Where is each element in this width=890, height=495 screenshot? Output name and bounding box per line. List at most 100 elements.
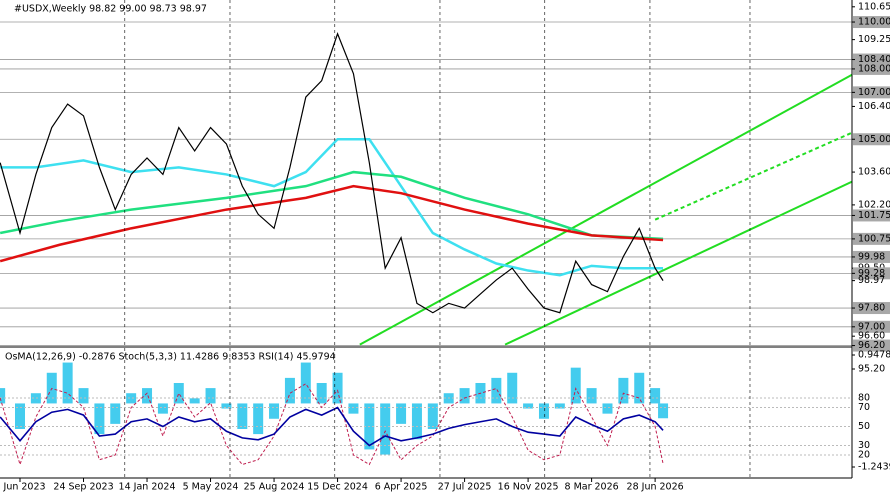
osma-bar [427, 403, 438, 429]
osma-tick-label: 0.9478 [858, 350, 890, 361]
osma-bar [650, 388, 661, 404]
channel-line [654, 131, 852, 221]
osma-bar [396, 403, 407, 424]
osma-bar [15, 403, 26, 429]
osma-bar [30, 393, 41, 404]
main-panel [0, 21, 852, 346]
osma-bar [348, 403, 359, 414]
level-label-bg [853, 16, 890, 29]
moving-average [0, 138, 664, 277]
level-label-bg [853, 339, 890, 352]
osma-bar [538, 403, 549, 419]
osma-bar [634, 372, 645, 404]
osma-bar [332, 372, 343, 404]
osma-bar [237, 403, 248, 429]
y-tick-label: 110.00 [858, 17, 890, 28]
level-label-bg [853, 133, 890, 146]
x-tick-label: 28 Jun 2026 [627, 482, 684, 493]
level-label-bg [853, 232, 890, 245]
osma-bar [491, 377, 502, 404]
level-label-bg [853, 209, 890, 222]
oscillator-tick-label: 30 [858, 440, 870, 451]
y-tick-label: 108.00 [858, 63, 890, 74]
level-label-bg [853, 62, 890, 75]
level-label-bg [853, 302, 890, 315]
osma-bar [110, 403, 121, 424]
price-line [0, 32, 664, 314]
y-tick-label: 99.98 [858, 251, 885, 262]
y-tick-label: 101.75 [858, 210, 890, 221]
level-label-bg [853, 53, 890, 66]
osma-tick-label: -1.2439 [858, 462, 890, 473]
y-tick-label: 99.28 [858, 268, 885, 279]
channel-line [359, 73, 852, 346]
y-tick-label: 105.00 [858, 134, 890, 145]
x-tick-label: 25 Aug 2024 [244, 482, 305, 493]
chart-title: #USDX,Weekly 98.82 99.00 98.73 98.97 [14, 4, 207, 15]
y-tick-label: 106.40 [858, 101, 890, 112]
y-tick-label: 96.60 [858, 331, 885, 342]
rsi-line [0, 406, 664, 447]
x-tick-label: 24 Sep 2023 [53, 482, 113, 493]
y-tick-label: 100.75 [858, 233, 890, 244]
osma-bar [142, 388, 153, 404]
y-tick-label: 110.65 [858, 1, 890, 12]
oscillator-tick-label: 70 [858, 402, 870, 413]
oscillator-tick-label: 20 [858, 450, 870, 461]
y-tick-label: 95.20 [858, 364, 885, 375]
level-label-bg [853, 250, 890, 263]
osma-bar [411, 403, 422, 440]
oscillator-tick-label: 80 [858, 393, 870, 404]
osma-bar [658, 403, 669, 419]
osma-bar [126, 393, 137, 404]
y-tick-label: 96.20 [858, 340, 885, 351]
x-tick-label: 27 Jul 2025 [438, 482, 492, 493]
x-tick-label: 15 Dec 2024 [307, 482, 368, 493]
level-label-bg [853, 267, 890, 280]
osma-bar [284, 377, 295, 404]
x-tick-label: 16 Nov 2025 [498, 482, 559, 493]
osma-bar [618, 377, 629, 404]
osma-bar [189, 398, 200, 404]
moving-average [0, 170, 664, 241]
osma-bar [586, 388, 597, 404]
osma-bar [459, 388, 470, 404]
osma-bar [94, 403, 105, 435]
osma-bar [570, 367, 581, 404]
osma-bar [507, 372, 518, 404]
osma-bar [523, 403, 534, 409]
stochastic-line [0, 383, 664, 467]
y-tick-label: 102.20 [858, 199, 890, 210]
osma-bar [62, 362, 73, 404]
osma-bar [0, 388, 6, 404]
osma-bar [78, 388, 89, 404]
osma-bar [221, 403, 232, 409]
osma-bar [602, 403, 613, 414]
x-tick-label: 8 Mar 2026 [565, 482, 619, 493]
x-tick-label: 6 Apr 2025 [375, 482, 428, 493]
osma-bar [380, 403, 391, 455]
oscillator-tick-label: 50 [858, 421, 870, 432]
x-tick-label: 4 Jun 2023 [0, 482, 46, 493]
y-tick-label: 107.00 [858, 87, 890, 98]
indicator-title: OsMA(12,26,9) -0.2876 Stoch(5,3,3) 11.42… [5, 352, 336, 363]
moving-average [0, 184, 664, 263]
level-label-bg [853, 86, 890, 99]
channel-line [504, 180, 852, 346]
osma-bar [269, 403, 280, 419]
osma-bar [316, 382, 327, 404]
osma-bar [205, 388, 216, 404]
y-tick-label: 98.97 [858, 275, 885, 286]
osma-bar [253, 403, 264, 435]
osma-bar [300, 362, 311, 404]
indicator-panel [0, 362, 852, 467]
y-tick-label: 97.80 [858, 303, 885, 314]
level-label-bg [853, 320, 890, 333]
y-tick-label: 103.60 [858, 167, 890, 178]
y-tick-label: 109.25 [858, 34, 890, 45]
x-tick-label: 5 May 2024 [183, 482, 239, 493]
osma-bar [157, 403, 168, 414]
y-tick-label: 97.00 [858, 321, 885, 332]
